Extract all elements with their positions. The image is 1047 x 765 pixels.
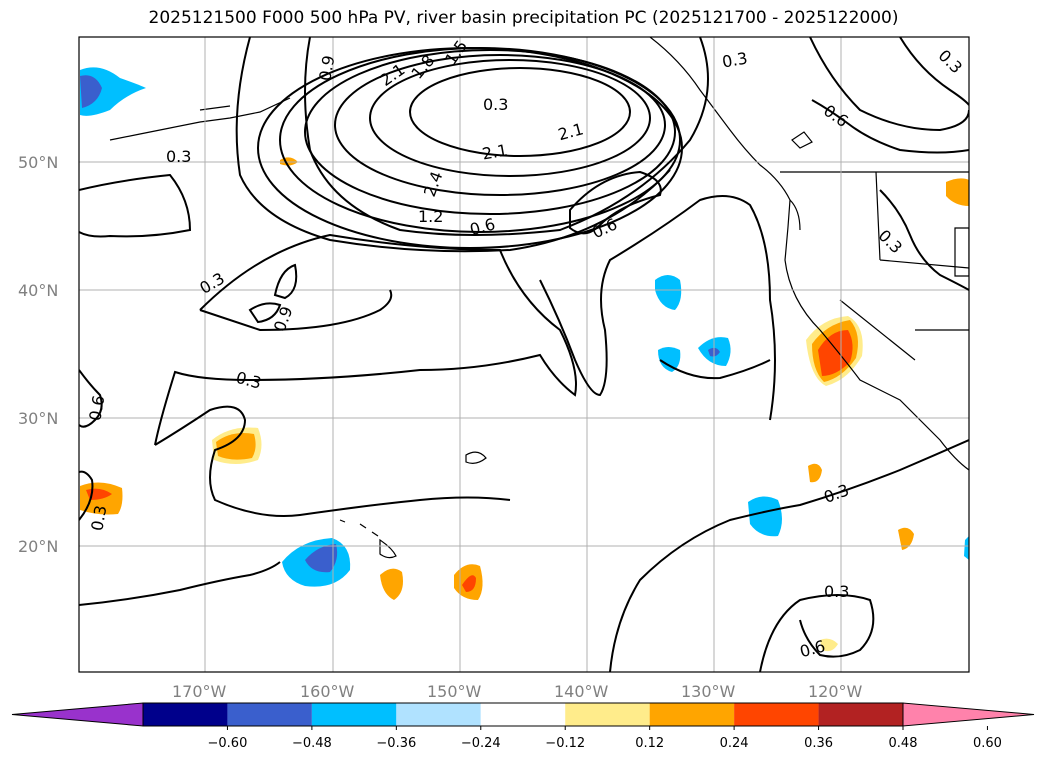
colorbar-tick-label: 0.48 [889, 736, 918, 751]
lon-label: 130°W [681, 682, 736, 701]
svg-text:0.3: 0.3 [87, 504, 110, 532]
lon-label: 140°W [554, 682, 609, 701]
precip-shading [80, 67, 969, 652]
map-border [78, 36, 970, 673]
lat-label: 50°N [18, 153, 58, 172]
colorbar-bin [396, 703, 481, 726]
colorbar-bin [480, 703, 566, 726]
svg-text:0.6: 0.6 [85, 394, 108, 422]
colorbar-bin [143, 703, 228, 726]
colorbar-bin [818, 703, 903, 726]
colorbar: −0.60 −0.48 −0.36 −0.24 −0.12 0.12 0.24 0.36 0.4… [11, 702, 1035, 751]
svg-text:0.3: 0.3 [721, 48, 749, 71]
svg-text:1.2: 1.2 [418, 207, 443, 226]
colorbar-border [142, 702, 904, 727]
lat-label: 40°N [18, 281, 58, 300]
colorbar-tick-label: −0.12 [545, 736, 585, 751]
lon-label: 170°W [172, 682, 227, 701]
svg-text:0.9: 0.9 [315, 54, 338, 82]
colorbar-tick-label: −0.24 [461, 736, 501, 751]
lon-label: 150°W [427, 682, 482, 701]
colorbar-tick-label: 0.24 [720, 736, 749, 751]
coastlines [109, 37, 969, 559]
latitude-labels: 50°N 40°N 30°N 20°N [18, 153, 58, 556]
colorbar-tick-label: 0.12 [635, 736, 664, 751]
svg-text:0.3: 0.3 [824, 582, 849, 601]
colorbar-tick-label: −0.36 [376, 736, 416, 751]
lat-label: 30°N [18, 409, 58, 428]
colorbar-tick-label: −0.60 [208, 736, 248, 751]
colorbar-extend-low [11, 702, 144, 727]
svg-text:0.3: 0.3 [483, 95, 508, 114]
graticule [79, 37, 969, 672]
colorbar-bin [649, 703, 735, 726]
colorbar-extend-high [902, 702, 1035, 727]
colorbar-bin [565, 703, 650, 726]
svg-text:2.1: 2.1 [481, 140, 509, 163]
colorbar-tick-label: 0.60 [973, 736, 1002, 751]
colorbar-bin [311, 703, 397, 726]
lon-label: 160°W [300, 682, 355, 701]
pv-contours [79, 37, 969, 672]
colorbar-bin [734, 703, 819, 726]
lon-label: 120°W [808, 682, 863, 701]
svg-text:0.3: 0.3 [166, 147, 191, 166]
colorbar-bin [227, 703, 312, 726]
lat-label: 20°N [18, 537, 58, 556]
longitude-labels: 170°W 160°W 150°W 140°W 130°W 120°W [172, 682, 863, 701]
colorbar-tick-label: 0.36 [804, 736, 833, 751]
map-title: 2025121500 F000 500 hPa PV, river basin … [148, 8, 899, 28]
colorbar-tick-label: −0.48 [292, 736, 332, 751]
